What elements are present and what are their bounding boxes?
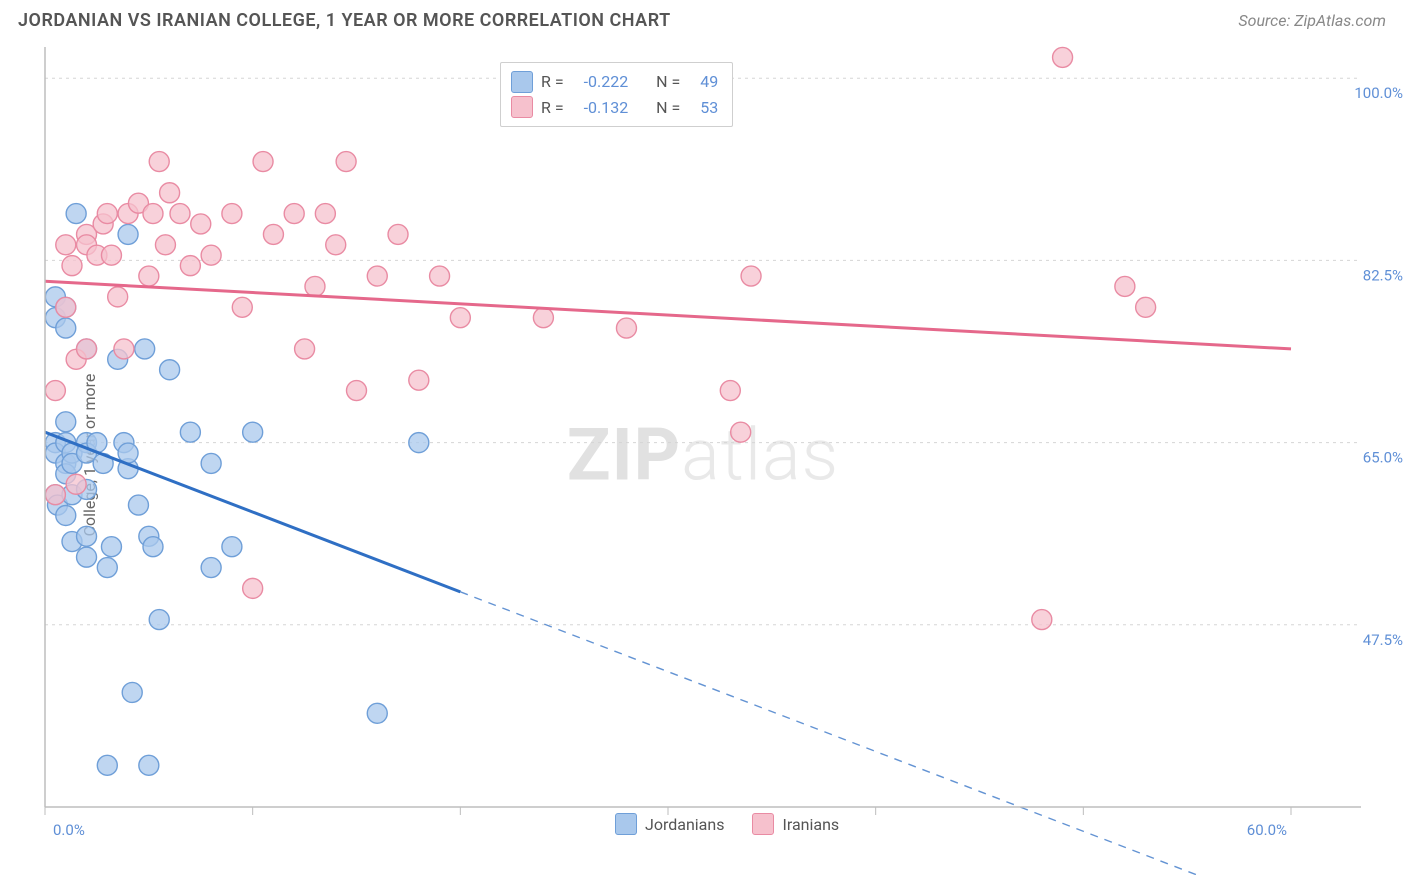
- data-point: [139, 755, 159, 775]
- correlation-row: R = -0.222 N = 49: [511, 69, 718, 95]
- data-point: [1032, 610, 1052, 630]
- chart-title: JORDANIAN VS IRANIAN COLLEGE, 1 YEAR OR …: [18, 10, 671, 31]
- data-point: [284, 204, 304, 224]
- data-point: [66, 204, 86, 224]
- svg-text:0.0%: 0.0%: [53, 821, 85, 839]
- legend-label: Iranians: [782, 815, 839, 834]
- data-point: [315, 204, 335, 224]
- data-point: [201, 558, 221, 578]
- data-point: [450, 308, 470, 328]
- data-point: [180, 256, 200, 276]
- legend-swatch: [615, 813, 637, 835]
- legend-item: Jordanians: [615, 813, 724, 835]
- data-point: [731, 422, 751, 442]
- data-point: [1053, 47, 1073, 67]
- data-point: [45, 485, 65, 505]
- legend-swatch: [511, 71, 533, 93]
- legend-item: Iranians: [752, 813, 839, 835]
- data-point: [253, 152, 273, 172]
- data-point: [201, 245, 221, 265]
- data-point: [222, 204, 242, 224]
- data-point: [243, 578, 263, 598]
- data-point: [326, 235, 346, 255]
- svg-text:47.5%: 47.5%: [1363, 631, 1403, 649]
- data-point: [295, 339, 315, 359]
- data-point: [56, 235, 76, 255]
- data-point: [243, 422, 263, 442]
- data-point: [160, 360, 180, 380]
- data-point: [1136, 297, 1156, 317]
- data-point: [305, 276, 325, 296]
- data-point: [533, 308, 553, 328]
- data-point: [430, 266, 450, 286]
- data-point: [388, 224, 408, 244]
- svg-text:82.5%: 82.5%: [1363, 266, 1403, 284]
- data-point: [222, 537, 242, 557]
- data-point: [77, 339, 97, 359]
- data-point: [77, 547, 97, 567]
- series-legend: Jordanians Iranians: [615, 813, 839, 835]
- data-point: [122, 682, 142, 702]
- scatter-plot: 47.5% 65.0% 82.5% 100.0% 0.0% 60.0%: [0, 35, 1406, 875]
- data-point: [56, 505, 76, 525]
- data-point: [56, 412, 76, 432]
- data-point: [77, 526, 97, 546]
- data-point: [367, 266, 387, 286]
- source-label: Source: ZipAtlas.com: [1238, 11, 1386, 30]
- data-point: [139, 266, 159, 286]
- data-point: [101, 245, 121, 265]
- data-point: [66, 474, 86, 494]
- data-point: [108, 287, 128, 307]
- svg-text:60.0%: 60.0%: [1247, 821, 1287, 839]
- trend-line: [45, 281, 1291, 349]
- data-point: [180, 422, 200, 442]
- legend-swatch: [511, 96, 533, 118]
- data-point: [409, 370, 429, 390]
- data-point: [720, 381, 740, 401]
- data-point: [118, 224, 138, 244]
- data-point: [160, 183, 180, 203]
- data-point: [336, 152, 356, 172]
- data-point: [191, 214, 211, 234]
- data-point: [170, 204, 190, 224]
- data-point: [101, 537, 121, 557]
- data-point: [97, 755, 117, 775]
- data-point: [56, 297, 76, 317]
- data-point: [616, 318, 636, 338]
- data-point: [1115, 276, 1135, 296]
- data-point: [45, 381, 65, 401]
- data-point: [128, 495, 148, 515]
- legend-swatch: [752, 813, 774, 835]
- data-point: [263, 224, 283, 244]
- data-point: [741, 266, 761, 286]
- svg-text:65.0%: 65.0%: [1363, 449, 1403, 467]
- legend-label: Jordanians: [645, 815, 724, 834]
- data-point: [149, 152, 169, 172]
- data-point: [201, 453, 221, 473]
- chart-area: College, 1 year or more ZIPatlas 47.5%65…: [0, 35, 1406, 875]
- data-point: [143, 204, 163, 224]
- correlation-legend: R = -0.222 N = 49R = -0.132 N = 53: [500, 62, 733, 127]
- data-point: [367, 703, 387, 723]
- data-point: [62, 256, 82, 276]
- data-point: [149, 610, 169, 630]
- data-point: [409, 433, 429, 453]
- data-point: [97, 558, 117, 578]
- data-point: [114, 339, 134, 359]
- data-point: [155, 235, 175, 255]
- data-point: [347, 381, 367, 401]
- data-point: [135, 339, 155, 359]
- data-point: [232, 297, 252, 317]
- svg-text:100.0%: 100.0%: [1354, 84, 1403, 102]
- data-point: [97, 204, 117, 224]
- data-point: [143, 537, 163, 557]
- trend-line-extrapolated: [460, 592, 1291, 875]
- data-point: [56, 318, 76, 338]
- correlation-row: R = -0.132 N = 53: [511, 95, 718, 121]
